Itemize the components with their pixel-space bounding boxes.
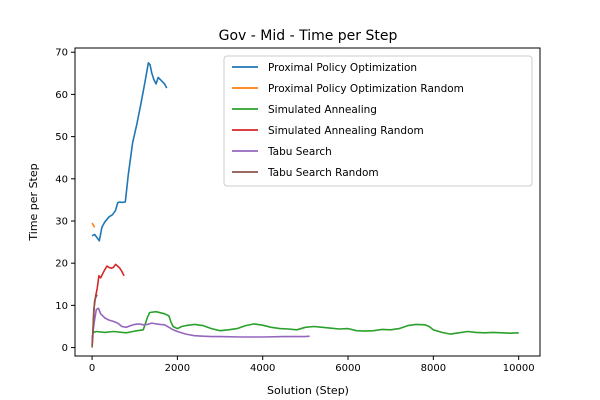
- legend-entry: Simulated Annealing: [268, 104, 377, 116]
- x-tick-label: 6000: [335, 363, 360, 374]
- plot-area: [74, 47, 541, 357]
- y-tick-label: 60: [55, 90, 68, 101]
- legend-entry: Tabu Search Random: [267, 167, 379, 179]
- x-tick-label: 10000: [503, 363, 535, 374]
- legend-entry: Proximal Policy Optimization Random: [268, 83, 464, 95]
- legend-entry: Tabu Search: [267, 146, 332, 158]
- y-tick-label: 70: [55, 48, 68, 59]
- series-line: [91, 294, 98, 348]
- axis-ticks: 0 2000 4000 6000 8000 10000 0 10 20 30 40 50 60 70: [55, 48, 534, 374]
- x-tick-label: 8000: [421, 363, 446, 374]
- y-axis-label: Time per Step: [27, 163, 40, 241]
- series-group: [91, 61, 519, 348]
- legend-entry: Simulated Annealing Random: [268, 125, 424, 137]
- y-tick-label: 50: [55, 132, 68, 143]
- x-tick-label: 4000: [250, 363, 275, 374]
- y-tick-label: 10: [55, 301, 68, 312]
- y-tick-label: 0: [62, 343, 68, 354]
- series-line: [91, 222, 96, 228]
- legend-entry: Proximal Policy Optimization: [268, 62, 417, 74]
- y-tick-label: 20: [55, 259, 68, 270]
- y-tick-label: 40: [55, 174, 68, 185]
- legend-box: [223, 55, 533, 187]
- x-axis-label: Solution (Step): [267, 384, 349, 397]
- series-line: [91, 310, 519, 335]
- y-tick-label: 30: [55, 216, 68, 227]
- x-tick-label: 2000: [165, 363, 190, 374]
- series-line: [91, 307, 310, 340]
- series-line: [91, 61, 168, 242]
- series-line: [91, 263, 125, 346]
- x-tick-label: 0: [89, 363, 95, 374]
- chart-title: Gov - Mid - Time per Step: [219, 28, 398, 44]
- legend: Proximal Policy Optimization Proximal Pol…: [223, 55, 533, 187]
